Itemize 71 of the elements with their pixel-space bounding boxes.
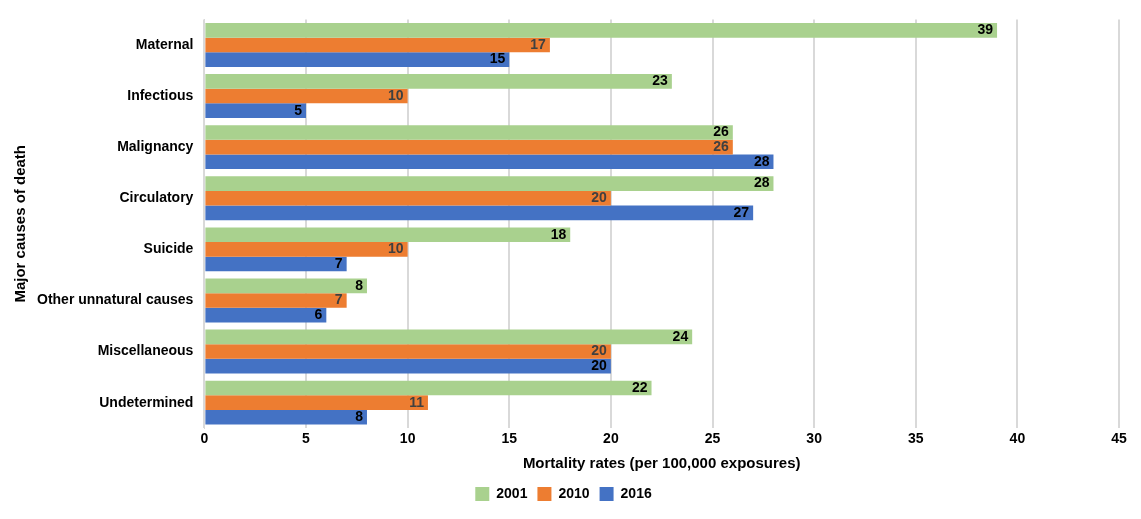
bar xyxy=(205,190,611,206)
bar xyxy=(205,307,327,323)
data-label: 17 xyxy=(530,35,547,52)
data-label: 10 xyxy=(388,86,404,103)
y-tick-label: Suicide xyxy=(143,240,194,257)
data-label: 20 xyxy=(591,357,608,374)
bar xyxy=(205,37,550,53)
x-tick-label: 45 xyxy=(1111,430,1127,447)
data-label: 10 xyxy=(388,240,404,257)
data-label: 24 xyxy=(672,327,689,344)
y-tick-label: Maternal xyxy=(135,35,194,52)
legend-label: 2001 xyxy=(496,484,528,501)
bar xyxy=(205,103,306,119)
data-label: 23 xyxy=(652,72,669,89)
data-label: 20 xyxy=(591,342,608,359)
bar xyxy=(205,139,733,155)
bar xyxy=(205,88,408,104)
bar xyxy=(205,395,428,410)
bar xyxy=(205,205,754,221)
bar xyxy=(205,22,998,38)
y-tick-label: Circulatory xyxy=(119,189,194,206)
data-label: 28 xyxy=(753,174,770,191)
x-tick-label: 40 xyxy=(1009,430,1026,447)
data-label: 27 xyxy=(733,203,750,220)
bar xyxy=(205,256,347,272)
x-tick-label: 30 xyxy=(806,430,823,447)
bar xyxy=(205,344,611,359)
data-label: 8 xyxy=(355,408,364,425)
bar xyxy=(205,278,367,294)
bar xyxy=(205,125,733,140)
data-label: 26 xyxy=(713,123,730,140)
legend-label: 2016 xyxy=(620,484,652,501)
bar xyxy=(205,380,652,396)
bar xyxy=(205,242,408,257)
data-label: 39 xyxy=(977,21,994,38)
data-label: 26 xyxy=(713,138,730,155)
bar xyxy=(205,409,367,425)
x-tick-label: 35 xyxy=(907,430,924,447)
data-label: 22 xyxy=(631,378,648,395)
data-label: 20 xyxy=(591,189,608,206)
x-tick-label: 0 xyxy=(200,430,209,447)
x-axis-title: Mortality rates (per 100,000 exposures) xyxy=(522,454,801,472)
y-tick-label: Other unnatural causes xyxy=(36,291,194,308)
x-tick-label: 20 xyxy=(603,430,619,447)
bar xyxy=(205,154,774,170)
bar xyxy=(205,358,611,374)
y-tick-label: Miscellaneous xyxy=(97,342,194,359)
y-tick-label: Infectious xyxy=(127,86,194,103)
y-axis-title: Major causes of death xyxy=(11,145,29,303)
legend-label: 2010 xyxy=(558,484,590,501)
bar xyxy=(205,176,774,191)
bar xyxy=(205,227,571,243)
bar xyxy=(205,293,347,308)
data-label: 7 xyxy=(334,291,343,308)
x-tick-label: 25 xyxy=(704,430,721,447)
bar xyxy=(205,329,693,345)
data-label: 5 xyxy=(294,101,303,118)
data-label: 18 xyxy=(550,225,567,242)
data-label: 28 xyxy=(753,152,770,169)
y-tick-label: Malignancy xyxy=(117,138,194,155)
x-tick-label: 15 xyxy=(501,430,518,447)
data-label: 6 xyxy=(314,305,323,322)
data-label: 7 xyxy=(334,254,343,271)
data-label: 15 xyxy=(489,50,506,67)
x-tick-label: 10 xyxy=(399,430,416,447)
data-label: 11 xyxy=(409,393,425,410)
data-label: 8 xyxy=(355,276,364,293)
x-tick-label: 5 xyxy=(302,430,311,447)
y-tick-label: Undetermined xyxy=(99,393,194,410)
bar xyxy=(205,52,510,67)
bar xyxy=(205,74,672,89)
